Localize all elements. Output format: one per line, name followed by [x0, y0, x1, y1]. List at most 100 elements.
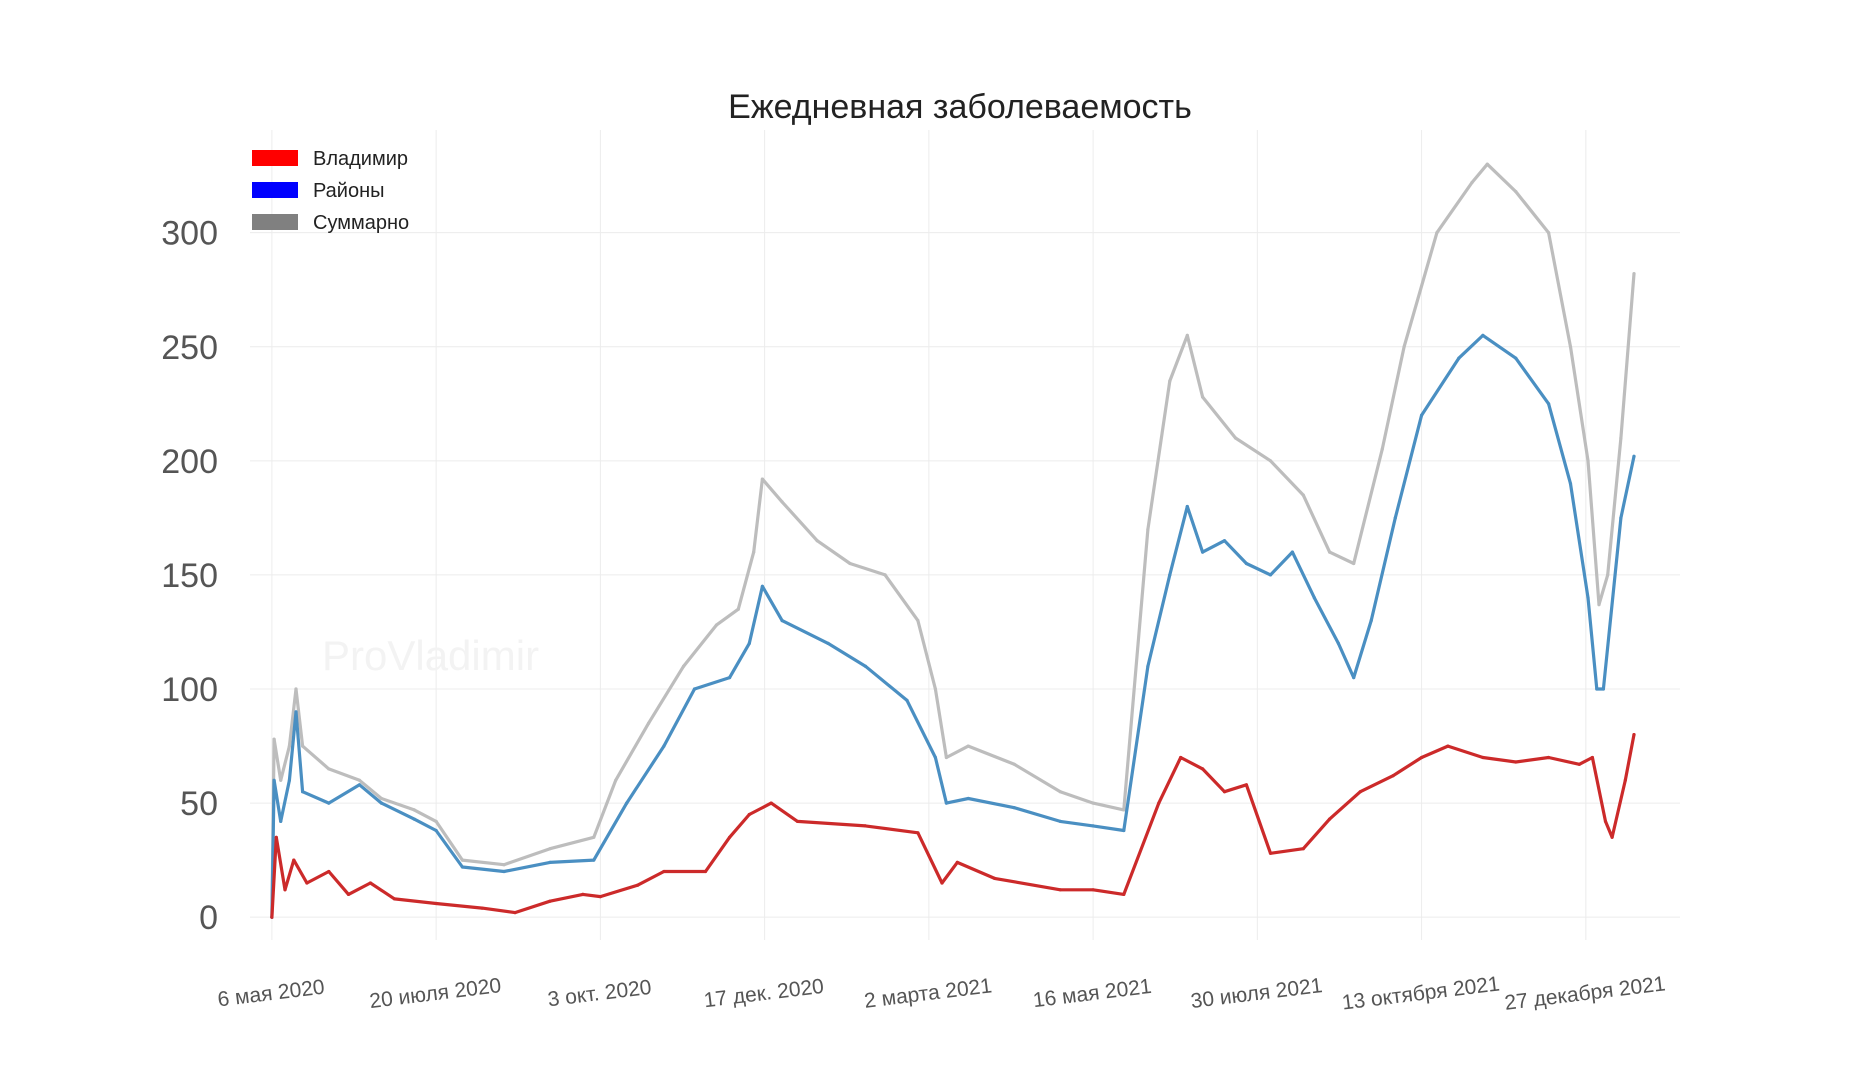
data-point: [581, 892, 585, 897]
data-point: [1122, 892, 1126, 897]
y-tick-label: 100: [161, 671, 218, 709]
data-point: [826, 641, 830, 646]
data-point: [368, 881, 372, 885]
data-point: [1420, 755, 1424, 760]
data-point: [548, 847, 552, 851]
data-point: [1179, 755, 1183, 760]
data-point: [1391, 774, 1395, 778]
data-point: [1222, 790, 1227, 794]
data-point: [1201, 395, 1205, 399]
data-point: [752, 550, 756, 554]
data-point: [883, 573, 887, 577]
x-tick-label: 16 мая 2021: [1032, 975, 1153, 1012]
data-point: [944, 755, 949, 760]
x-tick-label: 3 окт. 2020: [546, 976, 652, 1012]
data-point: [1290, 550, 1294, 554]
data-point: [863, 664, 868, 668]
data-point: [1577, 762, 1581, 766]
data-point: [1586, 459, 1590, 463]
x-tick-label: 2 марта 2021: [863, 974, 993, 1012]
data-point: [1568, 345, 1573, 349]
data-point: [760, 584, 765, 588]
data-point: [662, 744, 666, 748]
data-point: [502, 869, 506, 874]
data-point: [1547, 755, 1551, 760]
data-point: [916, 831, 920, 835]
data-point: [714, 623, 719, 627]
data-point: [1470, 180, 1474, 185]
data-point: [1222, 539, 1227, 543]
data-point: [480, 906, 484, 910]
data-point: [747, 641, 751, 646]
data-point: [434, 819, 438, 824]
x-tick-label: 20 июля 2020: [368, 974, 502, 1013]
data-point: [863, 824, 868, 828]
data-point: [283, 888, 287, 892]
x-tick-label: 6 мая 2020: [216, 976, 326, 1012]
data-point: [1380, 447, 1384, 451]
data-point: [1268, 851, 1273, 855]
data-point: [412, 817, 416, 821]
data-point: [1185, 504, 1189, 509]
data-point: [1402, 345, 1406, 349]
data-point: [1122, 808, 1126, 812]
data-point: [1336, 641, 1340, 646]
data-point: [1481, 755, 1485, 760]
legend-swatch: [252, 150, 298, 166]
data-point: [728, 835, 732, 839]
legend-swatch: [252, 182, 298, 198]
data-point: [412, 808, 416, 812]
data-point: [1358, 790, 1362, 794]
series-line-2: [270, 162, 1636, 919]
data-point: [357, 783, 362, 787]
data-point: [614, 778, 618, 782]
data-point: [905, 698, 909, 703]
series-line-1: [270, 333, 1636, 919]
data-point: [1091, 824, 1095, 828]
data-point: [434, 901, 438, 906]
data-point: [1012, 806, 1016, 810]
data-point: [357, 778, 362, 782]
data-point: [1301, 847, 1305, 851]
data-point: [933, 755, 938, 760]
data-point: [1420, 413, 1424, 417]
data-point: [916, 619, 920, 623]
data-point: [1632, 272, 1636, 276]
data-point: [1352, 676, 1356, 680]
data-point: [1058, 888, 1062, 892]
legend: Владимир Районы Суммарно: [252, 148, 409, 234]
data-point: [760, 477, 765, 481]
data-point: [944, 801, 949, 805]
data-point: [1012, 762, 1016, 766]
data-point: [955, 860, 959, 865]
x-axis-ticks: 6 мая 2020 20 июля 2020 3 окт. 2020 17 дек.…: [216, 972, 1666, 1015]
x-tick-label: 30 июля 2021: [1189, 974, 1323, 1013]
data-point: [1185, 333, 1189, 337]
data-point: [346, 892, 351, 897]
data-point: [1058, 819, 1062, 824]
data-point: [1312, 596, 1316, 600]
series-line-0: [270, 733, 1636, 919]
y-tick-label: 250: [161, 329, 218, 367]
data-point: [460, 858, 464, 862]
data-point: [434, 828, 438, 833]
data-point: [327, 801, 331, 805]
data-point: [327, 767, 331, 771]
data-point: [728, 676, 732, 680]
data-point: [940, 881, 944, 885]
data-point: [966, 796, 970, 801]
data-point: [1457, 356, 1461, 360]
data-point: [292, 858, 296, 862]
data-point: [379, 796, 383, 801]
series-lines: [270, 162, 1636, 919]
data-point: [1485, 162, 1489, 166]
data-point: [1603, 819, 1608, 824]
data-point: [795, 819, 800, 824]
data-point: [1201, 767, 1205, 771]
legend-label: Владимир: [313, 148, 408, 170]
data-point: [1244, 783, 1248, 787]
data-point: [1601, 687, 1605, 691]
data-point: [1514, 356, 1518, 360]
data-point: [1146, 664, 1150, 668]
